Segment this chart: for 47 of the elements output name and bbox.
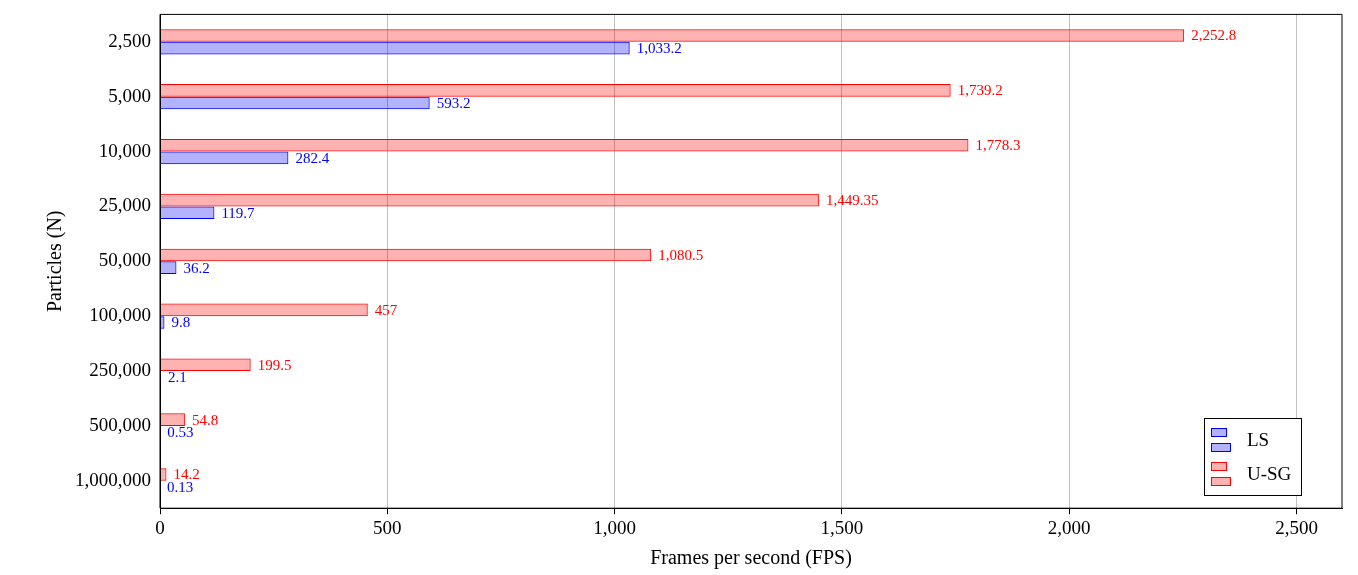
data-label: 36.2: [183, 259, 210, 276]
y-tick-label: 1,000,000: [75, 468, 151, 490]
x-tick-label: 2,500: [1275, 516, 1318, 538]
data-label: 1,449.35: [825, 192, 879, 209]
x-tick-label: 1,500: [820, 516, 864, 538]
bar: [160, 42, 629, 54]
data-label: 282.4: [295, 149, 330, 166]
data-label: 1,739.2: [957, 82, 1003, 99]
x-axis-title: Frames per second (FPS): [650, 546, 852, 570]
bar: [160, 358, 251, 372]
y-tick-label: 5,000: [108, 84, 151, 106]
y-tick-label: 250,000: [89, 359, 151, 381]
data-label: 54.8: [191, 411, 219, 428]
x-tick-label: 0: [155, 516, 165, 538]
data-label: 199.5: [257, 356, 292, 373]
bar: [160, 97, 429, 109]
bar: [160, 206, 215, 220]
y-tick-label: 25,000: [98, 194, 151, 216]
data-label: 1,080.5: [658, 246, 704, 263]
y-tick-label: 10,000: [98, 139, 151, 161]
data-label: 0.53: [167, 424, 194, 441]
y-tick-label: 500,000: [89, 413, 151, 435]
data-label: 1,778.3: [975, 137, 1021, 154]
x-tick-label: 1,000: [593, 516, 636, 538]
data-label: 119.7: [221, 204, 256, 221]
x-tick-label: 2,000: [1047, 516, 1091, 538]
bar: [160, 138, 969, 152]
y-tick-label: 100,000: [89, 304, 151, 326]
bar: [160, 249, 651, 261]
bar: [160, 30, 1184, 41]
data-label: 2,252.8: [1191, 27, 1237, 44]
data-label: 457: [374, 301, 398, 318]
y-axis-title: Particles (N): [43, 210, 67, 313]
data-label: 9.8: [171, 314, 191, 331]
bar: [160, 194, 818, 206]
legend-label: LS: [1247, 429, 1270, 451]
y-tick-label: 2,500: [108, 29, 151, 51]
bar: [160, 304, 367, 316]
data-label: 1,033.2: [636, 40, 682, 57]
legend-label: U-SG: [1247, 463, 1292, 485]
y-tick-label: 50,000: [98, 249, 151, 271]
data-label: 593.2: [436, 94, 471, 111]
bar: [160, 151, 289, 165]
x-tick-label: 500: [373, 516, 402, 538]
data-label: 2.1: [167, 369, 187, 386]
bar: [160, 84, 951, 97]
bar: [160, 413, 185, 426]
